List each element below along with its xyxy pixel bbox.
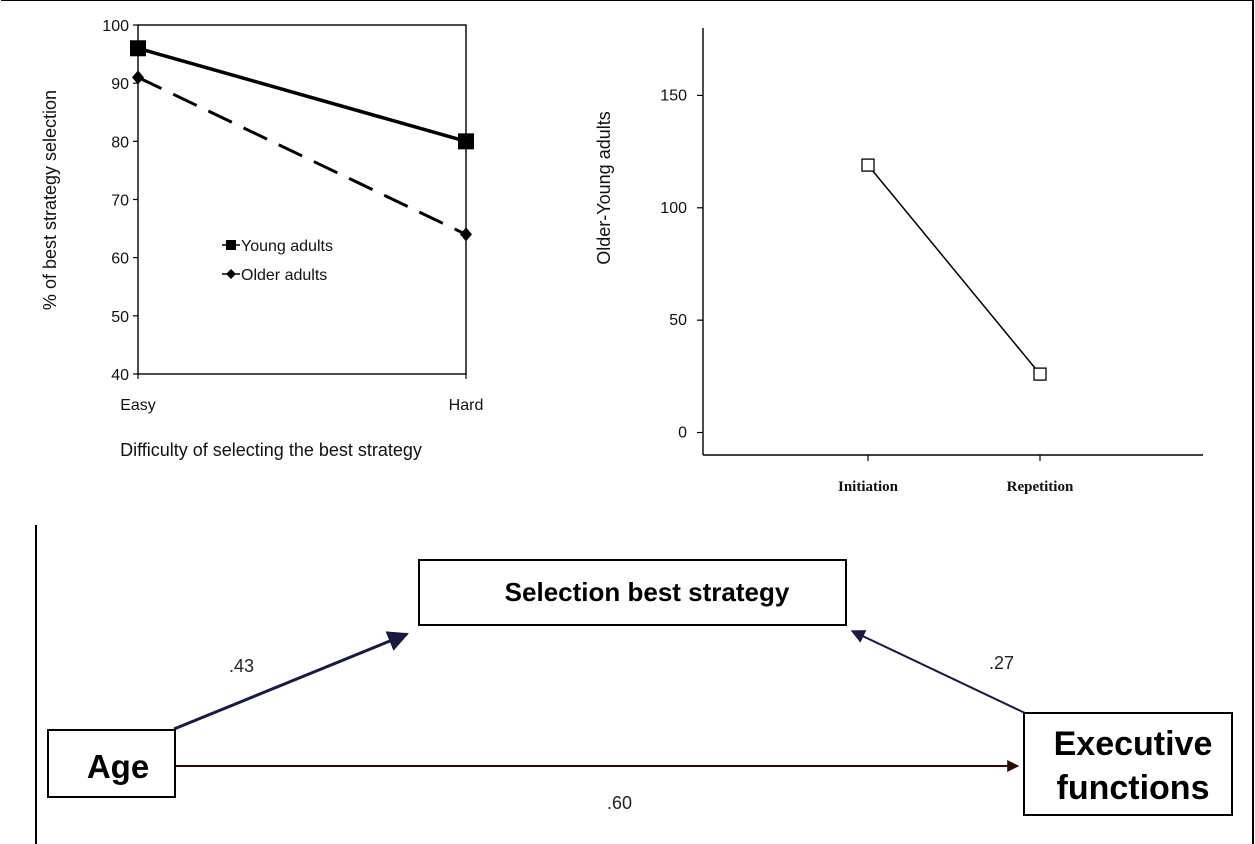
chart1-point-older-0 <box>132 70 144 85</box>
chart1-y-tick-label: 60 <box>111 251 129 268</box>
edge-age-to-selection <box>173 631 409 731</box>
node-exec-label-line1: Executive <box>1054 725 1213 763</box>
chart1-y-tick-label: 100 <box>102 18 129 35</box>
chart1-y-tick-label: 70 <box>111 193 129 210</box>
chart1-x-axis: Easy Hard <box>120 374 483 414</box>
chart2-y-axis-label: Older-Young adults <box>594 111 614 264</box>
chart1-legend-label-1: Older adults <box>241 267 327 284</box>
chart1-y-axis: 40 50 60 70 80 90 100 <box>102 18 138 384</box>
edge-exec-to-selection <box>850 630 1026 714</box>
chart1-y-tick-label: 90 <box>111 76 129 93</box>
node-exec-box <box>1023 712 1233 816</box>
chart1-legend: Young adults Older adults <box>222 238 333 284</box>
chart1-y-tick-label: 80 <box>111 134 129 151</box>
mediation-diagram: Selection best strategy Age Executive fu… <box>47 559 1233 816</box>
node-age-box <box>47 729 176 798</box>
node-exec-label-line2: functions <box>1057 769 1210 807</box>
chart-best-strategy-selection: 40 50 60 70 80 90 100 Easy Hard Young adults Old… <box>40 18 483 460</box>
coef-exec-to-selection: .27 <box>989 653 1014 673</box>
chart1-point-young-1 <box>458 133 474 150</box>
chart1-x-tick-label: Easy <box>120 397 156 414</box>
chart2-y-tick-label: 150 <box>660 87 687 104</box>
chart2-x-tick-label: Repetition <box>1007 479 1074 495</box>
coef-age-to-selection: .43 <box>229 656 254 676</box>
chart1-y-tick-label: 40 <box>111 367 129 384</box>
chart2-point-1 <box>1033 367 1047 381</box>
chart2-y-axis: 0 50 100 150 <box>660 87 703 442</box>
chart1-legend-label-0: Young adults <box>241 238 333 255</box>
chart2-y-tick-label: 100 <box>660 200 687 217</box>
chart2-y-tick-label: 50 <box>669 312 687 329</box>
chart1-y-axis-label: % of best strategy selection <box>40 90 60 310</box>
node-age-label: Age <box>87 748 149 785</box>
chart2-series-line <box>867 164 1041 375</box>
chart1-y-tick-label: 50 <box>111 309 129 326</box>
chart1-series-line-1 <box>137 75 467 236</box>
chart1-series-line-0 <box>137 46 467 144</box>
chart1-legend-marker-older <box>226 269 236 279</box>
chart1-plot-frame <box>137 24 467 375</box>
chart1-point-older-1 <box>460 227 472 242</box>
chart2-y-tick-label: 0 <box>678 425 687 442</box>
chart2-point-0 <box>861 158 875 172</box>
chart2-x-tick-label: Initiation <box>838 479 899 495</box>
chart1-x-tick-label: Hard <box>449 397 484 414</box>
chart2-x-axis: Initiation Repetition <box>838 455 1074 495</box>
node-selection-label: Selection best strategy <box>505 577 790 607</box>
chart-older-young-difference: 0 50 100 150 Initiation Repetition Older-You… <box>594 28 1203 495</box>
chart1-point-young-0 <box>130 40 146 57</box>
node-selection-box <box>418 559 847 626</box>
coef-age-to-exec: .60 <box>607 793 632 813</box>
chart2-series <box>861 158 1047 381</box>
chart1-x-axis-label: Difficulty of selecting the best strateg… <box>120 440 422 460</box>
chart1-series <box>130 40 474 242</box>
chart1-legend-marker-young <box>226 240 236 250</box>
